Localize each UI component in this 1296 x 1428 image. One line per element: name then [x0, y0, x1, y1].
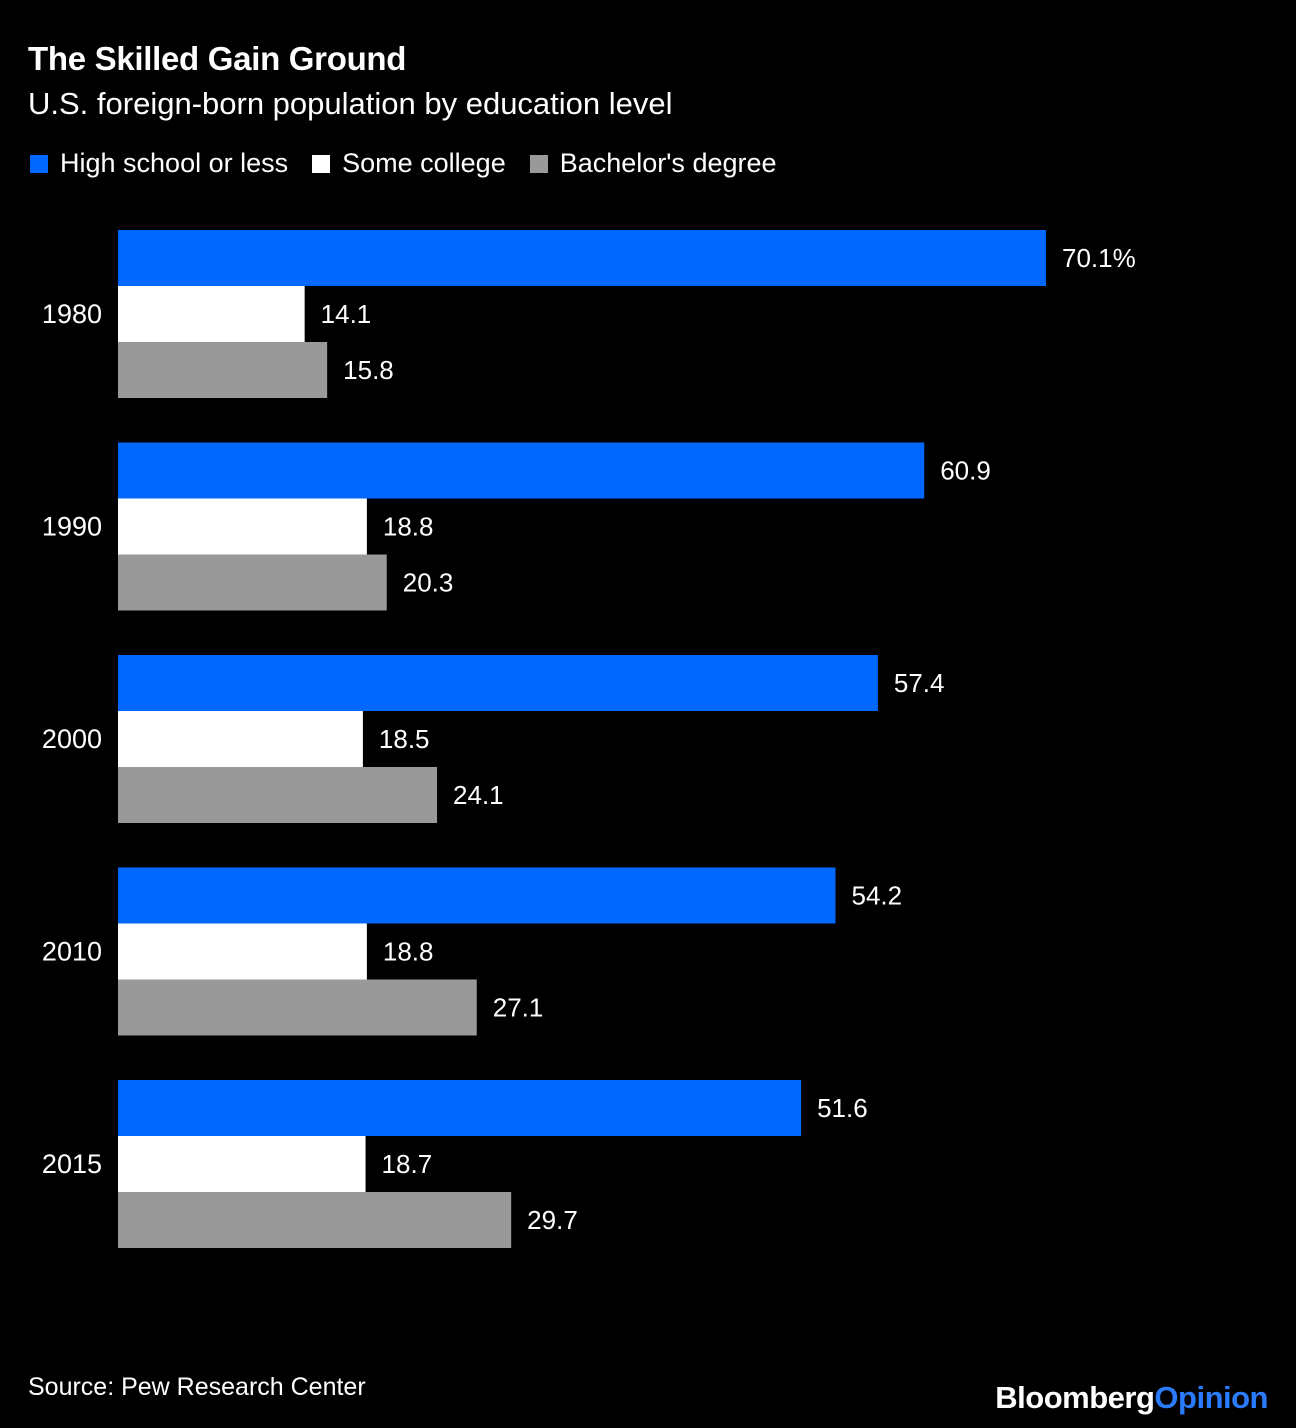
chart-subtitle: U.S. foreign-born population by educatio…	[28, 86, 673, 121]
value-label-2010-high-school: 54.2	[852, 881, 903, 911]
bloomberg-opinion-logo: BloombergOpinion	[995, 1380, 1268, 1416]
bar-2000-bachelors	[118, 767, 438, 823]
value-label-2015-bachelors: 29.7	[527, 1205, 578, 1235]
value-label-1980-high-school: 70.1%	[1062, 243, 1136, 273]
legend-swatch-some-college	[312, 154, 331, 173]
value-label-2010-bachelors: 27.1	[493, 993, 544, 1023]
bar-2010-bachelors	[118, 979, 477, 1036]
legend-swatch-high-school	[30, 154, 48, 173]
value-label-1980-some-college: 14.1	[321, 299, 372, 329]
bar-2015-high-school	[118, 1080, 802, 1136]
logo-section: Opinion	[1154, 1380, 1268, 1415]
value-label-1980-bachelors: 15.8	[343, 355, 394, 385]
legend: High school or less Some college Bachelo…	[30, 148, 801, 179]
bar-2015-bachelors	[118, 1192, 512, 1248]
bar-1980-some-college	[118, 286, 305, 342]
value-label-1990-some-college: 18.8	[383, 512, 434, 542]
value-label-1990-bachelors: 20.3	[403, 568, 454, 598]
bar-1990-high-school	[118, 442, 925, 499]
category-label-2015: 2015	[42, 1149, 102, 1179]
value-label-2000-bachelors: 24.1	[453, 780, 504, 810]
bar-2010-high-school	[118, 867, 836, 924]
value-label-2000-some-college: 18.5	[379, 724, 430, 754]
legend-item-some-college: Some college	[312, 148, 506, 179]
legend-label-high-school: High school or less	[60, 148, 289, 178]
category-label-2000: 2000	[42, 724, 102, 754]
value-label-2000-high-school: 57.4	[894, 668, 945, 698]
value-label-1990-high-school: 60.9	[940, 456, 991, 486]
legend-item-high-school: High school or less	[30, 148, 288, 179]
bar-2000-some-college	[118, 711, 363, 767]
bar-2000-high-school	[118, 655, 878, 711]
legend-item-bachelors: Bachelor's degree	[529, 148, 777, 179]
chart-title: The Skilled Gain Ground	[28, 40, 407, 77]
value-label-2015-some-college: 18.7	[382, 1149, 433, 1179]
bar-2015-some-college	[118, 1136, 366, 1192]
bar-1980-high-school	[118, 230, 1046, 286]
source-note: Source: Pew Research Center	[28, 1373, 366, 1401]
category-label-1990: 1990	[42, 512, 102, 542]
legend-swatch-bachelors	[529, 154, 548, 173]
bar-chart: 1980 70.1% 14.1 15.8 1990 60.9 18.8 20.3 2000 57.…	[42, 230, 1136, 1248]
value-label-2010-some-college: 18.8	[383, 937, 434, 967]
bar-1980-bachelors	[118, 342, 328, 398]
legend-label-some-college: Some college	[342, 148, 506, 178]
bar-2010-some-college	[118, 923, 367, 980]
legend-label-bachelors: Bachelor's degree	[559, 148, 777, 178]
bar-1990-some-college	[118, 498, 367, 555]
category-label-1980: 1980	[42, 299, 102, 329]
bar-1990-bachelors	[118, 554, 387, 611]
logo-brand: Bloomberg	[995, 1380, 1155, 1415]
category-label-2010: 2010	[42, 937, 102, 967]
value-label-2015-high-school: 51.6	[817, 1093, 868, 1123]
